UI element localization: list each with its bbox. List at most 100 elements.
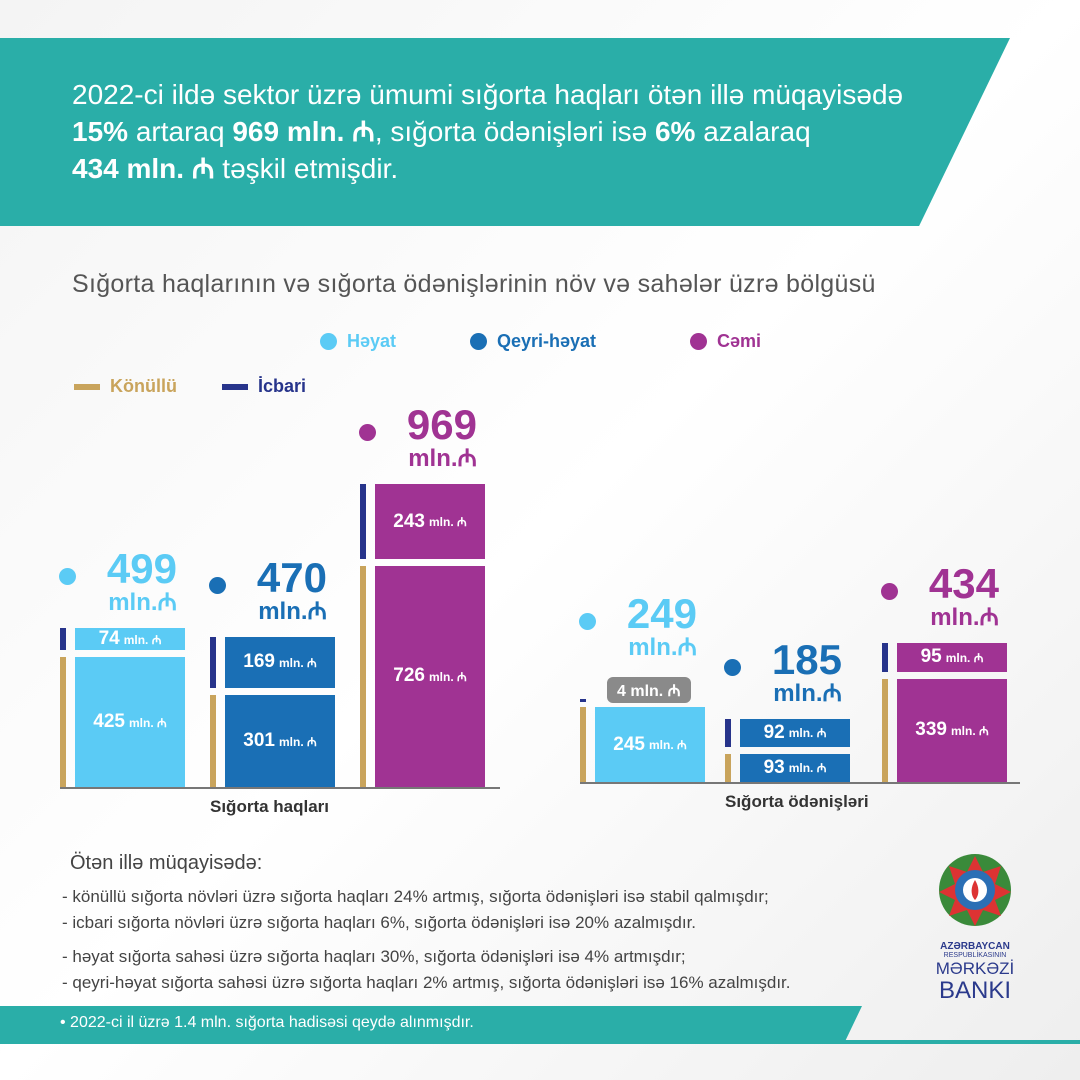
icbari-indicator <box>580 699 586 703</box>
icbari-indicator <box>882 642 888 672</box>
x-axis <box>580 782 1020 784</box>
icbari-callout: 4 mln. ₼ <box>607 677 691 704</box>
bar-segment-konullu: 245 mln. ₼ <box>595 707 705 782</box>
header-line: 2022-ci ildə sektor üzrə ümumi sığorta h… <box>72 79 904 110</box>
note-item: - qeyri-həyat sığorta sahəsi üzrə sığort… <box>62 973 791 992</box>
bar-segment-konullu: 339 mln. ₼ <box>897 678 1007 782</box>
header-highlight: 969 mln. ₼ <box>232 116 375 147</box>
header-text-part: təşkil etmişdir. <box>214 153 399 184</box>
total-unit: mln.₼ <box>408 445 477 473</box>
konullu-indicator <box>882 678 888 782</box>
total-label: 434 mln.₼ <box>877 559 999 631</box>
legend-konullu: Könüllü <box>74 376 177 397</box>
icbari-indicator <box>725 718 731 747</box>
header-highlight: 434 mln. ₼ <box>72 153 215 184</box>
bar-segment-icbari: 243 mln. ₼ <box>375 484 485 559</box>
total-value: 185 <box>771 635 842 683</box>
x-axis-label: Sığorta haqları <box>210 797 330 816</box>
header-highlight: 15% <box>72 116 129 147</box>
header-banner <box>0 38 1010 226</box>
bar-unit: mln. ₼ <box>950 723 989 738</box>
bar-segment-konullu: 93 mln. ₼ <box>740 753 850 782</box>
total-value: 434 <box>928 559 999 607</box>
header-text-part: , sığorta ödənişləri isə <box>374 116 655 147</box>
total-label: 470 mln.₼ <box>205 553 327 625</box>
bar-value: 92 <box>763 721 785 743</box>
x-axis <box>60 787 500 789</box>
bar-unit: mln. ₼ <box>648 738 687 753</box>
bar-segment-icbari: 95 mln. ₼ <box>897 642 1007 672</box>
icbari-indicator <box>210 636 216 689</box>
bar-unit: mln. ₼ <box>278 655 317 670</box>
total-value: 499 <box>106 544 177 592</box>
konullu-indicator <box>210 695 216 787</box>
header-text-part: artaraq <box>128 116 233 147</box>
header-text: 2022-ci ildə sektor üzrə ümumi sığorta h… <box>72 76 952 187</box>
bar-value: 74 <box>98 628 120 650</box>
notes-heading: Ötən illə müqayisədə: <box>70 852 263 874</box>
icbari-indicator <box>360 484 366 559</box>
legend-qeyri: Qeyri-həyat <box>470 331 596 352</box>
notes: Ötən illə müqayisədə: - könüllü sığorta … <box>62 850 791 996</box>
total-dot-icon <box>209 576 226 594</box>
konullu-indicator <box>725 753 731 782</box>
total-unit: mln.₼ <box>258 597 327 625</box>
total-label: 185 mln.₼ <box>720 635 842 707</box>
bar-value: 425 <box>93 711 125 733</box>
logo-text: AZƏRBAYCAN <box>940 941 1010 952</box>
konullu-indicator <box>360 565 366 787</box>
bar-value: 245 <box>613 733 645 755</box>
total-dot-icon <box>881 582 898 600</box>
bar-unit: mln. ₼ <box>123 632 162 647</box>
legend-cemi: Cəmi <box>690 331 761 352</box>
header-text-part: azalaraq <box>695 116 811 147</box>
bar-value: 169 <box>243 651 275 673</box>
total-unit: mln.₼ <box>773 679 842 707</box>
konullu-indicator <box>60 657 66 787</box>
central-bank-logo: AZƏRBAYCAN RESPUBLİKASININ MƏRKƏZİ BANKI <box>930 850 1020 1003</box>
x-axis-label: Sığorta ödənişləri <box>725 792 869 811</box>
bar-segment-konullu: 726 mln. ₼ <box>375 565 485 787</box>
total-dot-icon <box>579 613 596 631</box>
note-item: - həyat sığorta sahəsi üzrə sığorta haql… <box>62 947 686 966</box>
legend-icbari: İcbari <box>222 376 306 397</box>
header-highlight: 6% <box>654 116 696 147</box>
logo-text: MƏRKƏZİ <box>935 959 1015 978</box>
legend-bar-icon <box>222 383 248 390</box>
legend-dot-icon <box>470 333 487 350</box>
bar-segment-icbari: 74 mln. ₼ <box>75 627 185 651</box>
note-item: - icbari sığorta növləri üzrə sığorta ha… <box>62 913 697 932</box>
chart-title: Sığorta haqlarının və sığorta ödənişləri… <box>72 270 876 298</box>
legend-label: Cəmi <box>717 331 762 351</box>
total-value: 969 <box>406 401 477 449</box>
total-dot-icon <box>724 658 741 676</box>
total-label: 499 mln.₼ <box>55 544 177 616</box>
total-label: 249 mln.₼ <box>575 593 697 661</box>
emblem-icon <box>939 854 1011 926</box>
bar-unit: mln. ₼ <box>788 761 827 776</box>
bar-unit: mln. ₼ <box>788 726 827 741</box>
total-dot-icon <box>59 567 76 585</box>
logo-text: RESPUBLİKASININ <box>943 952 1007 959</box>
legend-label: Həyat <box>347 331 397 351</box>
bar-segment-icbari: 92 mln. ₼ <box>740 718 850 747</box>
bar-value: 95 <box>920 646 942 668</box>
legend-label: İcbari <box>258 376 307 396</box>
legend-dot-icon <box>690 333 707 350</box>
legend-dot-icon <box>320 333 337 350</box>
bar-unit: mln. ₼ <box>128 715 167 730</box>
total-value: 470 <box>256 553 327 601</box>
note-item: - könüllü sığorta növləri üzrə sığorta h… <box>62 887 769 906</box>
legend-label: Qeyri-həyat <box>497 331 597 351</box>
bar-value: 93 <box>763 756 785 778</box>
total-dot-icon <box>359 424 376 442</box>
total-label: 969 mln.₼ <box>355 404 477 472</box>
legend-label: Könüllü <box>110 376 177 396</box>
total-value: 249 <box>626 590 697 638</box>
bar-unit: mln. ₼ <box>428 669 467 684</box>
total-unit: mln.₼ <box>108 588 177 616</box>
footer-line <box>0 1040 1080 1044</box>
legend-bar-icon <box>74 383 100 390</box>
bar-value: 339 <box>915 719 947 741</box>
bar-segment-icbari: 169 mln. ₼ <box>225 636 335 689</box>
